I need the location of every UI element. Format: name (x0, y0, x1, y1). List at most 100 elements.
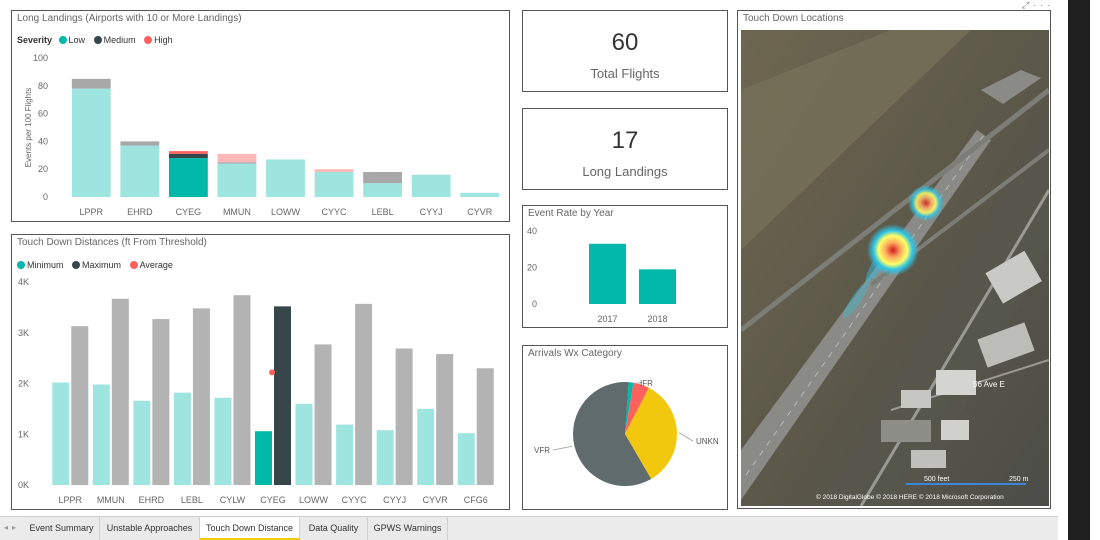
satellite-map[interactable]: 56 Ave E 500 feet 250 m © 2018 DigitalGl… (741, 30, 1049, 506)
y-axis-label: Events per 100 Flights (24, 88, 33, 168)
long-landings-card[interactable]: 17 Long Landings (522, 108, 728, 190)
x-tick-label: CYYC (322, 207, 348, 217)
bar-mmun-medium[interactable] (217, 162, 257, 164)
visual-header-icons: ⤢··· (1022, 0, 1054, 11)
bar-lppr-medium[interactable] (71, 78, 111, 89)
pie-leader-line[interactable] (552, 445, 573, 451)
runway (741, 130, 991, 500)
bar-lebl-low[interactable] (363, 183, 403, 197)
page-tabs: ◂▸ Event Summary Unstable Approaches Tou… (0, 516, 1058, 540)
x-tick-label: LOWW (271, 207, 301, 217)
bar-lppr-low[interactable] (71, 88, 111, 197)
bar-cfg6-maximum[interactable] (476, 368, 494, 485)
bar-cyvr-minimum[interactable] (417, 408, 435, 485)
legend-item-maximum[interactable]: Maximum (72, 260, 121, 270)
touch-down-distances-chart[interactable]: 0K 1K 2K 3K 4K LPPR MMUN EHRD LEBL CYLW CYEG LOWW CY… (12, 235, 509, 509)
legend-item-average[interactable]: Average (129, 260, 173, 270)
more-options-icon[interactable]: ··· (1033, 0, 1055, 10)
bar-loww-low[interactable] (266, 159, 305, 197)
terminal-building (936, 370, 976, 395)
terminal-building (901, 390, 931, 408)
x-tick-label: CYVR (467, 207, 493, 217)
x-tick-label: LOWW (299, 495, 329, 505)
bar-cyyc-low[interactable] (314, 171, 354, 197)
bar-mmun-low[interactable] (217, 163, 257, 197)
bar-cyeg-high[interactable] (168, 151, 208, 154)
pie-label-ifr: IFR (640, 379, 653, 388)
bar-cyeg-low[interactable] (168, 158, 208, 197)
touch-down-distances-visual[interactable]: Touch Down Distances (ft From Threshold)… (11, 234, 510, 510)
bar-cyeg-medium[interactable] (168, 153, 208, 159)
tab-gpws-warnings[interactable]: GPWS Warnings (368, 517, 448, 540)
bar-mmun-maximum[interactable] (111, 298, 129, 485)
card-value: 60 (611, 29, 639, 56)
legend-item-medium[interactable]: Medium (93, 35, 136, 45)
scrollbar-track[interactable] (1068, 0, 1090, 540)
event-rate-chart[interactable]: 0 20 40 2017 2018 (523, 206, 727, 327)
legend-swatch (17, 261, 25, 269)
pie-leader-line[interactable] (678, 432, 694, 442)
bar-cyyj-low[interactable] (411, 174, 451, 197)
bar-2017[interactable] (589, 243, 626, 304)
long-landings-chart[interactable]: 0 20 40 60 80 100 Events per 100 Flights LPPR EH… (12, 11, 509, 221)
event-rate-visual[interactable]: Event Rate by Year 0 20 40 2017 2018 (522, 205, 728, 328)
bar-ehrd-minimum[interactable] (133, 400, 151, 485)
bar-ehrd-medium[interactable] (120, 141, 160, 146)
touch-down-map-visual[interactable]: Touch Down Locations (737, 10, 1051, 509)
arrivals-wx-pie[interactable]: IFR UNKN VFR (523, 346, 727, 509)
bar-lppr-minimum[interactable] (52, 382, 70, 485)
bar-lebl-minimum[interactable] (173, 392, 191, 485)
legend-swatch (72, 261, 81, 269)
bar-cyeg-maximum[interactable] (274, 306, 291, 485)
bar-cyyc-high[interactable] (314, 169, 354, 172)
bar-mmun-minimum[interactable] (92, 384, 110, 485)
bar-loww-maximum[interactable] (314, 344, 332, 485)
runway (981, 70, 1041, 104)
bar-cyvr-low[interactable] (460, 192, 500, 197)
bar-cyeg-minimum[interactable] (255, 431, 272, 485)
total-flights-card[interactable]: 60 Total Flights (522, 10, 728, 92)
bar-ehrd-maximum[interactable] (152, 319, 170, 485)
y-tick-label: 40 (38, 136, 48, 146)
average-marker-cyeg[interactable] (269, 369, 275, 376)
bar-cyvr-maximum[interactable] (436, 354, 454, 485)
x-tick-label: LPPR (59, 495, 83, 505)
tab-touch-down-distance[interactable]: Touch Down Distance (200, 517, 300, 540)
bar-lebl-medium[interactable] (363, 171, 403, 184)
x-tick-label: CYEG (176, 207, 202, 217)
bar-2018[interactable] (639, 269, 676, 304)
x-tick-label: MMUN (97, 495, 125, 505)
visual-title: Event Rate by Year (528, 208, 614, 219)
focus-mode-icon[interactable]: ⤢ (1022, 0, 1034, 10)
pie-slice-ifr[interactable] (625, 382, 649, 434)
legend-item-minimum[interactable]: Minimum (17, 260, 64, 270)
tab-data-quality[interactable]: Data Quality (300, 517, 368, 540)
bar-cylw-maximum[interactable] (233, 295, 251, 485)
long-landings-visual[interactable]: Long Landings (Airports with 10 or More … (11, 10, 510, 222)
bar-cyyc-minimum[interactable] (336, 424, 354, 485)
legend-swatch (58, 36, 67, 44)
legend-item-low[interactable]: Low (58, 35, 85, 45)
arrivals-wx-visual[interactable]: Arrivals Wx Category IFR UNKN VFR (522, 345, 728, 510)
bar-lebl-maximum[interactable] (192, 308, 210, 485)
bar-lppr-maximum[interactable] (71, 326, 89, 485)
pie-slice-unkn[interactable] (625, 387, 677, 479)
tab-event-summary[interactable]: Event Summary (24, 517, 100, 540)
pie-label-unkn: UNKN (696, 437, 719, 446)
visual-title: Touch Down Distances (ft From Threshold) (17, 237, 207, 248)
tab-unstable-approaches[interactable]: Unstable Approaches (100, 517, 200, 540)
bar-cylw-minimum[interactable] (214, 397, 232, 485)
card-label: Long Landings (582, 164, 668, 179)
pie-slice-ifr[interactable] (625, 382, 634, 434)
bar-loww-minimum[interactable] (295, 403, 313, 485)
bar-cfg6-minimum[interactable] (457, 433, 475, 485)
bar-cyyc-maximum[interactable] (355, 303, 373, 485)
bar-cyyj-minimum[interactable] (376, 430, 394, 485)
legend-item-high[interactable]: High (144, 35, 173, 45)
nav-arrows-icon[interactable]: ◂▸ (4, 523, 21, 532)
bar-ehrd-low[interactable] (120, 145, 160, 197)
y-tick-label: 20 (527, 263, 537, 273)
bar-cyyj-maximum[interactable] (395, 348, 413, 485)
pie-slice-vfr[interactable] (573, 382, 652, 486)
bar-mmun-high[interactable] (217, 153, 257, 163)
